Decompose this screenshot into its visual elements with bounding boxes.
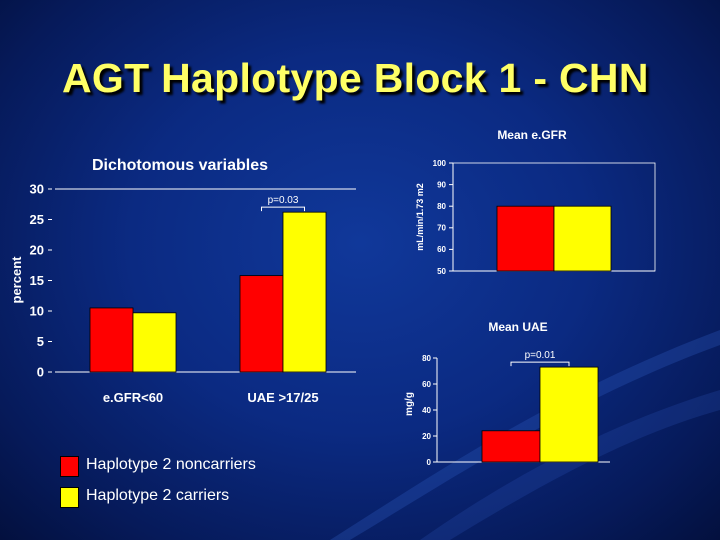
y-tick-label: 0 — [37, 365, 44, 380]
y-tick-label: 25 — [30, 212, 44, 227]
y-axis-label: mL/min/1.73 m2 — [415, 183, 425, 251]
x-tick-label: UAE >17/25 — [247, 390, 318, 405]
y-tick-label: 40 — [422, 406, 431, 415]
y-tick-label: 70 — [437, 224, 446, 233]
y-tick-label: 5 — [37, 334, 44, 349]
y-tick-label: 0 — [427, 458, 432, 467]
bar-carriers — [539, 366, 599, 463]
y-tick-label: 80 — [437, 202, 446, 211]
significance-bracket — [510, 361, 570, 367]
y-tick-label: 60 — [422, 380, 431, 389]
y-axis-label: percent — [9, 256, 24, 304]
y-tick-label: 60 — [437, 245, 446, 254]
chart-title: Dichotomous variables — [92, 157, 268, 174]
legend-swatch-noncarriers — [60, 456, 79, 477]
bar-noncarriers — [239, 275, 284, 373]
bar-carriers — [553, 205, 612, 272]
legend-label-carriers: Haplotype 2 carriers — [86, 487, 230, 504]
p-value-annotation: p=0.01 — [525, 350, 556, 361]
bar-noncarriers — [481, 430, 541, 463]
y-tick-label: 30 — [30, 182, 44, 197]
legend-label-noncarriers: Haplotype 2 noncarriers — [86, 456, 256, 473]
bar-noncarriers — [496, 205, 555, 272]
x-tick-label: e.GFR<60 — [103, 390, 163, 405]
legend-swatch-carriers — [60, 487, 79, 508]
y-tick-label: 80 — [422, 354, 431, 363]
bar-carriers — [282, 211, 327, 373]
y-tick-label: 20 — [422, 432, 431, 441]
y-tick-label: 15 — [30, 273, 44, 288]
bar-carriers — [132, 312, 177, 373]
y-tick-label: 100 — [433, 159, 447, 168]
y-tick-label: 90 — [437, 180, 446, 189]
y-axis-label: mg/g — [404, 392, 415, 416]
y-tick-label: 50 — [437, 267, 446, 276]
y-tick-label: 20 — [30, 243, 44, 258]
bar-noncarriers — [89, 307, 134, 373]
p-value-annotation: p=0.03 — [268, 195, 299, 206]
significance-bracket — [261, 206, 305, 212]
chart-title: Mean UAE — [488, 320, 547, 334]
chart-title: Mean e.GFR — [497, 128, 567, 142]
slide-title: AGT Haplotype Block 1 - CHN — [62, 55, 649, 101]
y-tick-label: 10 — [30, 304, 44, 319]
